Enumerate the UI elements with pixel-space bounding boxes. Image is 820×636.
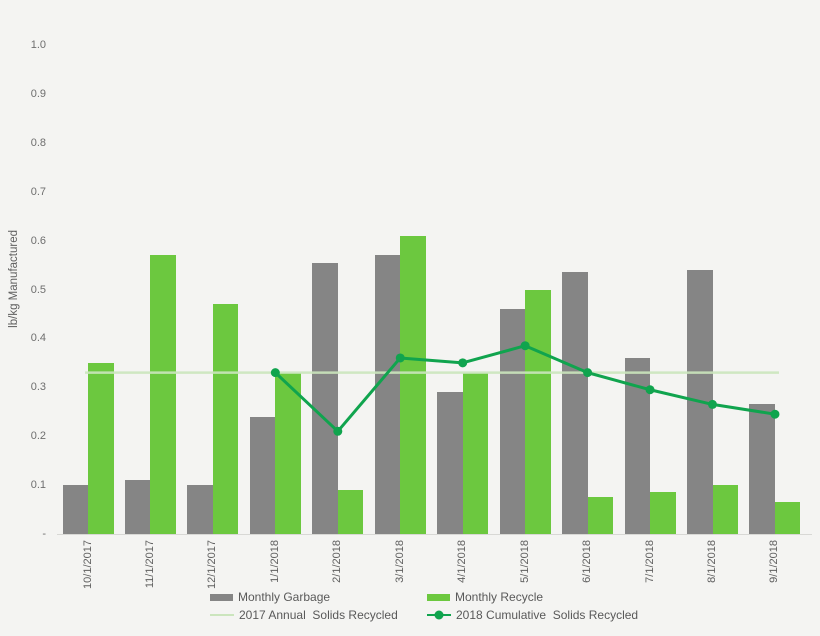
cumulative-line-marker [458,358,468,368]
cumulative-line-marker [645,385,655,395]
legend-label: 2017 Annual Solids Recycled [239,608,398,622]
legend-bar-swatch-icon [427,593,450,601]
bar-monthly-recycle [337,489,364,534]
bar-monthly-recycle [712,485,738,534]
bar-monthly-recycle [587,497,614,534]
x-tick-label: 4/1/2018 [456,540,469,583]
x-tick-label: 8/1/2018 [706,540,718,583]
bar-monthly-recycle [88,362,114,534]
bar-monthly-garbage [749,404,775,534]
bar-monthly-garbage [62,485,88,534]
legend-label: Monthly Recycle [455,590,544,604]
x-axis-line [57,534,812,535]
y-tick-label: - [42,528,46,540]
bar-monthly-garbage [562,272,588,534]
y-tick-label: 0.7 [30,185,46,198]
y-tick-label: 0.9 [30,87,46,100]
cumulative-line-marker [270,368,280,378]
legend-item-monthly-garbage: Monthly Garbage [210,590,427,604]
bar-monthly-recycle [275,372,301,534]
bar-monthly-garbage [124,480,151,534]
bar-monthly-garbage [437,392,463,534]
x-tick-label: 11/1/2017 [143,540,156,589]
y-tick-label: 0.5 [30,283,46,296]
bar-monthly-recycle [400,235,426,534]
bar-monthly-recycle [462,372,489,534]
y-tick-label: 0.2 [30,430,46,443]
y-tick-label: 0.3 [30,381,46,394]
x-tick-label: 10/1/2017 [81,540,94,589]
x-tick-label: 9/1/2018 [768,540,781,583]
legend-item-2017-annual-solids-recycled: 2017 Annual Solids Recycled [210,608,427,622]
y-tick-label: 1.0 [30,39,46,51]
legend-item-2018-cumulative-solids-recycled: 2018 Cumulative Solids Recycled [427,608,638,622]
legend-label: Monthly Garbage [238,590,331,604]
cumulative-line-marker [520,341,530,351]
bar-monthly-recycle [150,255,176,534]
legend: Monthly Garbage Monthly Recycle 2017 Annua… [210,588,638,624]
legend-line-swatch-icon [210,613,234,617]
bar-monthly-garbage [312,262,338,534]
bar-monthly-garbage [374,255,401,534]
x-tick-label: 6/1/2018 [581,540,594,583]
bar-monthly-recycle [212,304,239,534]
y-tick-label: 0.8 [30,136,46,149]
y-tick-label: 0.1 [30,479,46,492]
cumulative-line-marker [395,353,405,363]
x-tick-label: 1/1/2018 [268,540,281,583]
bar-monthly-recycle [650,492,676,534]
bar-monthly-recycle [525,289,551,534]
x-tick-label: 3/1/2018 [393,540,406,583]
x-tick-label: 5/1/2018 [518,540,531,583]
cumulative-line-marker [708,399,717,409]
cumulative-line [274,344,776,433]
cumulative-line-marker [333,426,343,436]
cumulative-line-marker [770,409,780,419]
legend-label: 2018 Cumulative Solids Recycled [456,608,639,622]
bar-monthly-garbage [187,485,213,534]
bar-monthly-garbage [249,416,276,534]
legend-marker-dot-icon [434,610,444,620]
x-tick-label: 12/1/2017 [206,540,219,589]
legend-line-swatch-icon [427,610,451,620]
y-tick-label: 0.4 [30,332,46,345]
cumulative-line-marker [583,368,593,378]
bar-monthly-recycle [774,502,801,534]
y-tick-label: 0.6 [30,234,46,247]
x-tick-label: 7/1/2018 [643,540,656,583]
legend-item-monthly-recycle: Monthly Recycle [427,590,638,604]
legend-bar-swatch-icon [210,593,233,601]
x-tick-label: 2/1/2018 [331,540,344,583]
